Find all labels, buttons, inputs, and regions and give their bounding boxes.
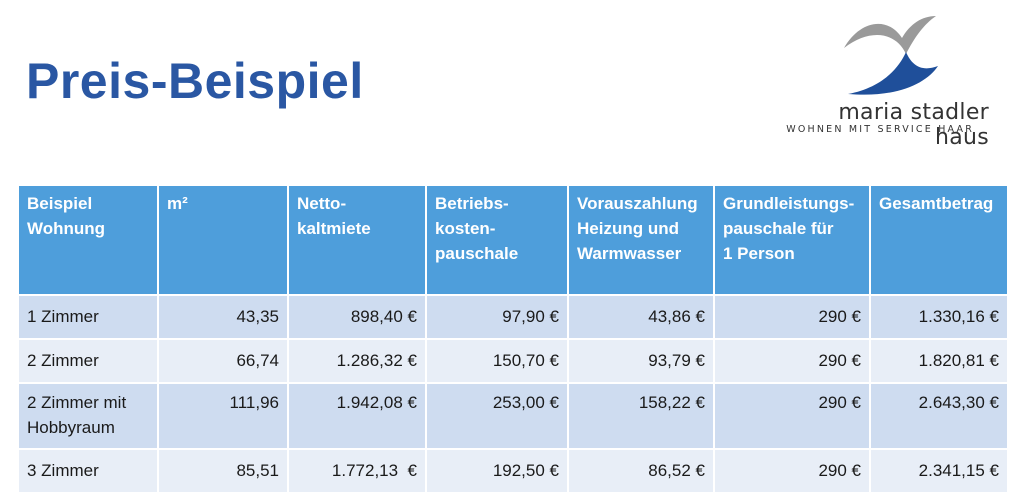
table-cell: 86,52 €: [567, 448, 715, 494]
table-cell: 158,22 €: [567, 382, 715, 450]
table-cell: 43,86 €: [567, 294, 715, 340]
table-row: 2 Zimmer 66,74 1.286,32 € 150,70 € 93,79…: [17, 338, 1009, 384]
price-table: Beispiel Wohnung m² Netto- kaltmiete Bet…: [17, 184, 1009, 494]
table-cell: 290 €: [713, 338, 871, 384]
table-cell: 1.772,13 €: [287, 448, 427, 494]
logo-wave-icon: [844, 16, 938, 95]
table-cell: 290 €: [713, 382, 871, 450]
table-cell: 2 Zimmer: [17, 338, 159, 384]
table-cell: 2.341,15 €: [869, 448, 1009, 494]
header-cell: Netto- kaltmiete: [287, 184, 427, 296]
header-cell: m²: [157, 184, 289, 296]
table-cell: 111,96: [157, 382, 289, 450]
table-cell: 2 Zimmer mit Hobbyraum: [17, 382, 159, 450]
header-cell: Vorauszahlung Heizung und Warmwasser: [567, 184, 715, 296]
table-cell: 1 Zimmer: [17, 294, 159, 340]
table-row: 1 Zimmer 43,35 898,40 € 97,90 € 43,86 € …: [17, 294, 1009, 340]
table-cell: 290 €: [713, 448, 871, 494]
header-cell: Grundleistungs- pauschale für 1 Person: [713, 184, 871, 296]
table-cell: 898,40 €: [287, 294, 427, 340]
table-cell: 66,74: [157, 338, 289, 384]
table-cell: 3 Zimmer: [17, 448, 159, 494]
table-cell: 1.820,81 €: [869, 338, 1009, 384]
table-cell: 93,79 €: [567, 338, 715, 384]
logo: maria stadler haus WOHNEN MIT SERVICE HA…: [784, 14, 994, 150]
table-cell: 2.643,30 €: [869, 382, 1009, 450]
logo-name: maria stadler haus: [838, 100, 989, 150]
table-cell: 97,90 €: [425, 294, 569, 340]
table-header-row: Beispiel Wohnung m² Netto- kaltmiete Bet…: [17, 184, 1009, 296]
table-cell: 192,50 €: [425, 448, 569, 494]
table-cell: 85,51: [157, 448, 289, 494]
header-cell: Gesamtbetrag: [869, 184, 1009, 296]
logo-tagline: WOHNEN MIT SERVICE HAAR: [786, 124, 974, 135]
table-row: 2 Zimmer mit Hobbyraum 111,96 1.942,08 €…: [17, 382, 1009, 450]
header-cell: Beispiel Wohnung: [17, 184, 159, 296]
table-cell: 1.330,16 €: [869, 294, 1009, 340]
table-row: 3 Zimmer 85,51 1.772,13 € 192,50 € 86,52…: [17, 448, 1009, 494]
header-cell: Betriebs- kosten- pauschale: [425, 184, 569, 296]
table-cell: 253,00 €: [425, 382, 569, 450]
table-cell: 1.942,08 €: [287, 382, 427, 450]
table-cell: 43,35: [157, 294, 289, 340]
table-cell: 150,70 €: [425, 338, 569, 384]
page-title: Preis-Beispiel: [26, 53, 364, 109]
table-cell: 290 €: [713, 294, 871, 340]
table-cell: 1.286,32 €: [287, 338, 427, 384]
